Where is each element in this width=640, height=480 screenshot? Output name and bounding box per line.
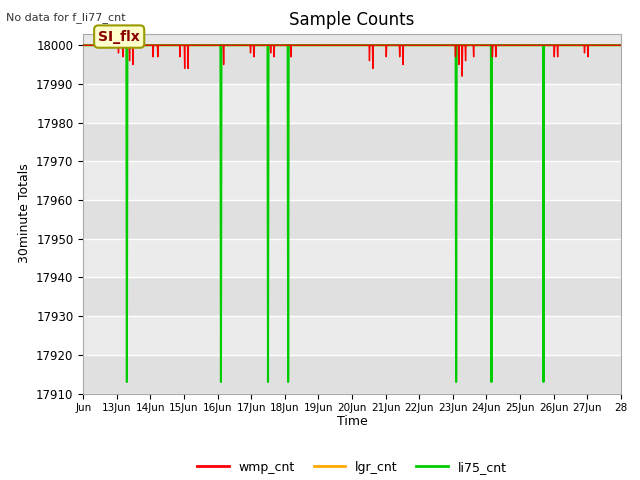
Bar bbox=[83, 239, 621, 277]
li75_cnt bbox=[453, 42, 461, 48]
li75_cnt bbox=[452, 379, 460, 385]
Bar bbox=[83, 45, 621, 84]
Bar bbox=[83, 161, 621, 200]
li75_cnt bbox=[79, 42, 87, 48]
wmp_cnt bbox=[115, 42, 123, 48]
li75_cnt bbox=[488, 42, 496, 48]
wmp_cnt bbox=[458, 73, 466, 79]
li75_cnt bbox=[122, 42, 130, 48]
li75_cnt bbox=[539, 42, 547, 48]
li75_cnt bbox=[487, 42, 495, 48]
li75_cnt bbox=[124, 42, 131, 48]
li75_cnt bbox=[488, 42, 496, 48]
li75_cnt bbox=[123, 379, 131, 385]
Bar bbox=[83, 122, 621, 161]
Title: Sample Counts: Sample Counts bbox=[289, 11, 415, 29]
li75_cnt bbox=[218, 42, 225, 48]
wmp_cnt bbox=[119, 54, 127, 60]
wmp_cnt bbox=[488, 42, 496, 48]
li75_cnt bbox=[284, 42, 291, 48]
Line: wmp_cnt: wmp_cnt bbox=[83, 45, 621, 76]
li75_cnt bbox=[540, 42, 548, 48]
li75_cnt bbox=[217, 379, 225, 385]
wmp_cnt bbox=[617, 42, 625, 48]
li75_cnt bbox=[265, 42, 273, 48]
li75_cnt bbox=[216, 42, 224, 48]
li75_cnt bbox=[488, 379, 495, 385]
wmp_cnt bbox=[383, 42, 390, 48]
li75_cnt bbox=[487, 42, 495, 48]
Y-axis label: 30minute Totals: 30minute Totals bbox=[17, 164, 31, 264]
Line: li75_cnt: li75_cnt bbox=[83, 45, 621, 382]
wmp_cnt bbox=[250, 54, 258, 60]
li75_cnt bbox=[265, 42, 273, 48]
li75_cnt bbox=[452, 42, 460, 48]
li75_cnt bbox=[285, 42, 292, 48]
Legend: wmp_cnt, lgr_cnt, li75_cnt: wmp_cnt, lgr_cnt, li75_cnt bbox=[193, 456, 511, 479]
li75_cnt bbox=[122, 42, 130, 48]
li75_cnt bbox=[218, 42, 225, 48]
li75_cnt bbox=[124, 42, 131, 48]
li75_cnt bbox=[264, 42, 271, 48]
Bar bbox=[83, 200, 621, 239]
X-axis label: Time: Time bbox=[337, 415, 367, 428]
Bar bbox=[83, 355, 621, 394]
Text: No data for f_li77_cnt: No data for f_li77_cnt bbox=[6, 12, 126, 23]
li75_cnt bbox=[617, 42, 625, 48]
Text: SI_flx: SI_flx bbox=[99, 30, 140, 44]
Bar bbox=[83, 84, 621, 122]
li75_cnt bbox=[264, 379, 272, 385]
Bar bbox=[83, 316, 621, 355]
wmp_cnt bbox=[79, 42, 87, 48]
li75_cnt bbox=[452, 42, 460, 48]
li75_cnt bbox=[284, 42, 291, 48]
li75_cnt bbox=[540, 379, 547, 385]
li75_cnt bbox=[284, 379, 292, 385]
wmp_cnt bbox=[184, 42, 191, 48]
li75_cnt bbox=[285, 42, 292, 48]
li75_cnt bbox=[539, 42, 547, 48]
li75_cnt bbox=[264, 42, 271, 48]
li75_cnt bbox=[453, 42, 461, 48]
li75_cnt bbox=[540, 42, 548, 48]
Bar bbox=[83, 277, 621, 316]
li75_cnt bbox=[216, 42, 224, 48]
